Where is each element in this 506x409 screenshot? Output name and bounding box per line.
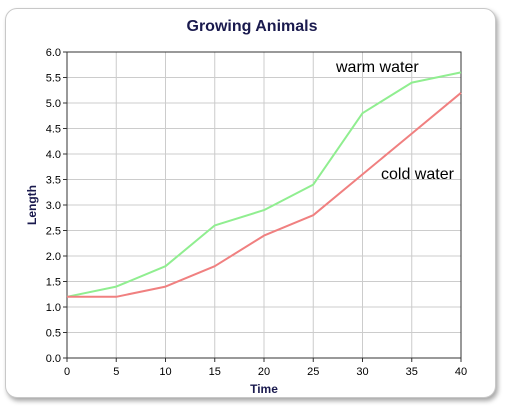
y-tick-label: 4.5 bbox=[46, 124, 61, 136]
y-axis-label: Length bbox=[25, 185, 39, 225]
y-tick-label: 1.0 bbox=[46, 302, 61, 314]
y-tick-label: 2.0 bbox=[46, 251, 61, 263]
y-tick-label: 3.0 bbox=[46, 200, 61, 212]
x-tick-label: 40 bbox=[455, 366, 467, 378]
series-label-cold-water: cold water bbox=[381, 166, 455, 183]
y-tick-label: 1.5 bbox=[46, 277, 61, 289]
series-line-warm-water bbox=[66, 71, 462, 298]
x-tick-labels: 0 5 10 15 20 25 30 35 40 bbox=[64, 366, 467, 378]
y-tick-label: 3.5 bbox=[46, 175, 61, 187]
x-axis-label: Time bbox=[250, 382, 278, 396]
series-line-cold-water bbox=[67, 92, 462, 298]
x-tick-label: 30 bbox=[356, 366, 368, 378]
y-tick-label: 2.5 bbox=[46, 226, 61, 238]
y-tick-label: 4.0 bbox=[46, 149, 61, 161]
y-tick-label: 0.0 bbox=[46, 353, 61, 365]
x-tick-label: 35 bbox=[406, 366, 418, 378]
y-tick-label: 5.5 bbox=[46, 73, 61, 85]
y-tick-label: 0.5 bbox=[46, 328, 61, 340]
grid bbox=[63, 51, 462, 362]
x-tick-label: 15 bbox=[209, 366, 221, 378]
x-tick-label: 5 bbox=[113, 366, 119, 378]
y-tick-labels: 0.0 0.5 1.0 1.5 2.0 2.5 3.0 3.5 4.0 4.5 5.0 5.5 6.0 bbox=[46, 47, 61, 365]
plot-area-border bbox=[66, 51, 462, 359]
y-tick-label: 6.0 bbox=[46, 47, 61, 59]
x-tick-label: 25 bbox=[307, 366, 319, 378]
series-label-warm-water: warm water bbox=[335, 59, 419, 76]
y-tick-label: 5.0 bbox=[46, 98, 61, 110]
x-tick-label: 20 bbox=[258, 366, 270, 378]
series-lines bbox=[66, 71, 462, 298]
chart-title: Growing Animals bbox=[187, 18, 318, 35]
x-tick-label: 10 bbox=[159, 366, 171, 378]
x-tick-label: 0 bbox=[64, 366, 70, 378]
